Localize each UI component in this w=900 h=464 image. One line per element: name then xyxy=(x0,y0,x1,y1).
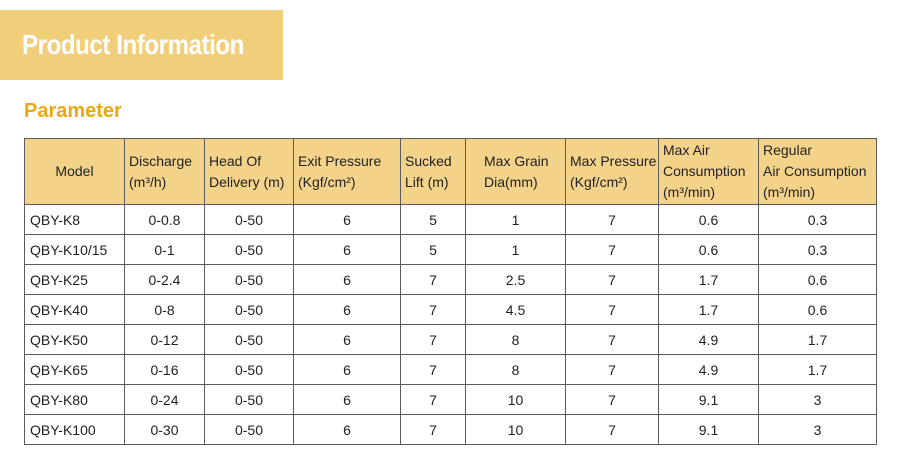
value-cell: 6 xyxy=(293,324,401,355)
value-cell: 0-0.8 xyxy=(124,204,205,235)
value-cell: 7 xyxy=(400,294,466,325)
value-cell: 8 xyxy=(465,324,566,355)
value-cell: 7 xyxy=(565,384,659,415)
value-cell: 5 xyxy=(400,204,466,235)
table-row: QBY-K8 0-0.8 0-50 6 5 1 7 0.6 0.3 xyxy=(24,204,877,235)
value-cell: 7 xyxy=(565,234,659,265)
product-information-banner: Product Information xyxy=(0,10,283,80)
model-cell: QBY-K40 xyxy=(24,294,125,325)
value-cell: 7 xyxy=(400,264,466,295)
value-cell: 7 xyxy=(400,324,466,355)
value-cell: 7 xyxy=(565,354,659,385)
table-header-row: Model Discharge (m³/h) Head Of Delivery (m… xyxy=(24,138,877,205)
value-cell: 0-2.4 xyxy=(124,264,205,295)
header-cell: Max Grain Dia(mm) xyxy=(465,138,566,205)
value-cell: 0-50 xyxy=(204,204,294,235)
value-cell: 0-50 xyxy=(204,324,294,355)
value-cell: 0-50 xyxy=(204,354,294,385)
value-cell: 3 xyxy=(758,414,877,445)
value-cell: 7 xyxy=(565,264,659,295)
table-row: QBY-K25 0-2.4 0-50 6 7 2.5 7 1.7 0.6 xyxy=(24,264,877,295)
value-cell: 4.9 xyxy=(658,324,759,355)
table-row: QBY-K50 0-12 0-50 6 7 8 7 4.9 1.7 xyxy=(24,324,877,355)
header-cell: Head Of Delivery (m) xyxy=(204,138,294,205)
section-title: Parameter xyxy=(24,100,122,122)
model-cell: QBY-K10/15 xyxy=(24,234,125,265)
value-cell: 0.6 xyxy=(658,234,759,265)
header-cell: Max Pressure (Kgf/cm²) xyxy=(565,138,659,205)
value-cell: 7 xyxy=(565,324,659,355)
value-cell: 7 xyxy=(565,414,659,445)
value-cell: 8 xyxy=(465,354,566,385)
table-row: QBY-K40 0-8 0-50 6 7 4.5 7 1.7 0.6 xyxy=(24,294,877,325)
value-cell: 0-30 xyxy=(124,414,205,445)
header-cell: Max Air Consumption (m³/min) xyxy=(658,138,759,205)
value-cell: 1 xyxy=(465,204,566,235)
value-cell: 0-24 xyxy=(124,384,205,415)
model-cell: QBY-K50 xyxy=(24,324,125,355)
value-cell: 0.3 xyxy=(758,204,877,235)
header-cell: Sucked Lift (m) xyxy=(400,138,466,205)
value-cell: 3 xyxy=(758,384,877,415)
model-cell: QBY-K8 xyxy=(24,204,125,235)
value-cell: 0-50 xyxy=(204,384,294,415)
value-cell: 7 xyxy=(400,414,466,445)
value-cell: 6 xyxy=(293,264,401,295)
value-cell: 10 xyxy=(465,414,566,445)
table-row: QBY-K10/15 0-1 0-50 6 5 1 7 0.6 0.3 xyxy=(24,234,877,265)
banner-title: Product Information xyxy=(22,29,244,60)
value-cell: 0-50 xyxy=(204,414,294,445)
value-cell: 0.6 xyxy=(658,204,759,235)
value-cell: 0.6 xyxy=(758,264,877,295)
header-cell: Discharge (m³/h) xyxy=(124,138,205,205)
value-cell: 0-50 xyxy=(204,294,294,325)
value-cell: 9.1 xyxy=(658,384,759,415)
value-cell: 7 xyxy=(565,204,659,235)
value-cell: 6 xyxy=(293,234,401,265)
value-cell: 1.7 xyxy=(658,294,759,325)
value-cell: 5 xyxy=(400,234,466,265)
value-cell: 0-12 xyxy=(124,324,205,355)
value-cell: 1.7 xyxy=(758,324,877,355)
value-cell: 1.7 xyxy=(758,354,877,385)
value-cell: 0.6 xyxy=(758,294,877,325)
value-cell: 1.7 xyxy=(658,264,759,295)
value-cell: 10 xyxy=(465,384,566,415)
value-cell: 6 xyxy=(293,204,401,235)
value-cell: 6 xyxy=(293,384,401,415)
table-row: QBY-K80 0-24 0-50 6 7 10 7 9.1 3 xyxy=(24,384,877,415)
value-cell: 4.9 xyxy=(658,354,759,385)
value-cell: 7 xyxy=(400,354,466,385)
value-cell: 0-1 xyxy=(124,234,205,265)
value-cell: 2.5 xyxy=(465,264,566,295)
value-cell: 6 xyxy=(293,414,401,445)
model-cell: QBY-K80 xyxy=(24,384,125,415)
value-cell: 0-16 xyxy=(124,354,205,385)
value-cell: 6 xyxy=(293,294,401,325)
header-cell: Exit Pressure (Kgf/cm²) xyxy=(293,138,401,205)
table-row: QBY-K65 0-16 0-50 6 7 8 7 4.9 1.7 xyxy=(24,354,877,385)
header-cell: Model xyxy=(24,138,125,205)
model-cell: QBY-K100 xyxy=(24,414,125,445)
value-cell: 1 xyxy=(465,234,566,265)
value-cell: 0.3 xyxy=(758,234,877,265)
value-cell: 4.5 xyxy=(465,294,566,325)
table-body: QBY-K8 0-0.8 0-50 6 5 1 7 0.6 0.3 QBY-K10/15 0-1 0-… xyxy=(24,204,877,445)
value-cell: 0-8 xyxy=(124,294,205,325)
model-cell: QBY-K65 xyxy=(24,354,125,385)
value-cell: 0-50 xyxy=(204,234,294,265)
parameter-table: Model Discharge (m³/h) Head Of Delivery (m… xyxy=(24,138,877,445)
value-cell: 6 xyxy=(293,354,401,385)
header-cell: Regular Air Consumption (m³/min) xyxy=(758,138,877,205)
value-cell: 9.1 xyxy=(658,414,759,445)
table-row: QBY-K100 0-30 0-50 6 7 10 7 9.1 3 xyxy=(24,414,877,445)
value-cell: 7 xyxy=(400,384,466,415)
model-cell: QBY-K25 xyxy=(24,264,125,295)
value-cell: 0-50 xyxy=(204,264,294,295)
value-cell: 7 xyxy=(565,294,659,325)
